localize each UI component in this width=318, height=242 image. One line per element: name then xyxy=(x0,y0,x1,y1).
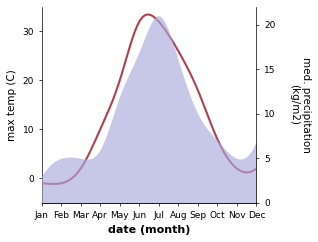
Y-axis label: med. precipitation
(kg/m2): med. precipitation (kg/m2) xyxy=(289,57,311,153)
X-axis label: date (month): date (month) xyxy=(108,225,190,235)
Y-axis label: max temp (C): max temp (C) xyxy=(7,69,17,141)
